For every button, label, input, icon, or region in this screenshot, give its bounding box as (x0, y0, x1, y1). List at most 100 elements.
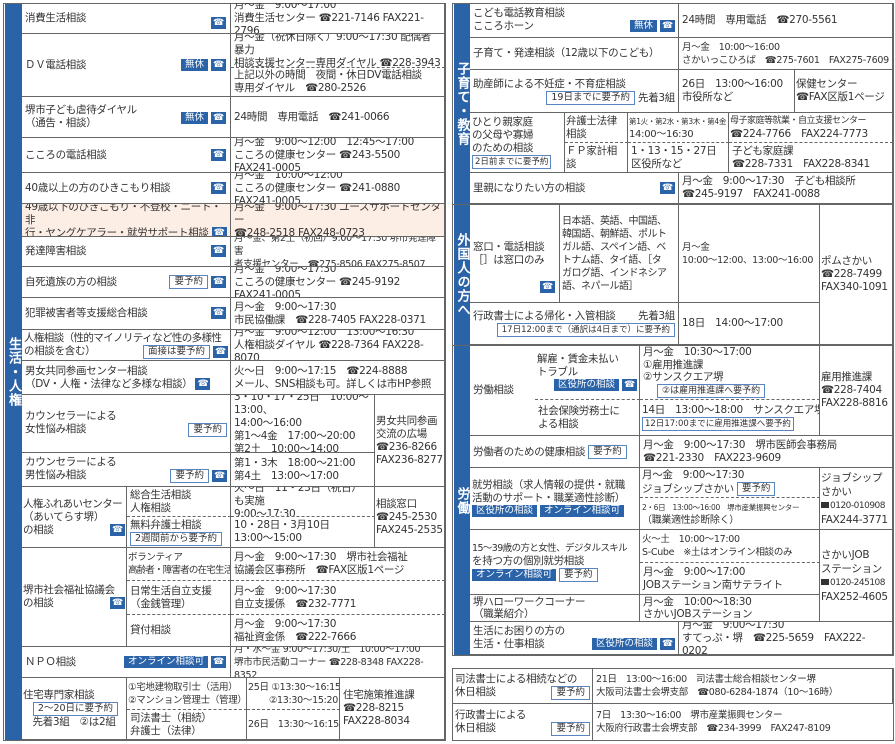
contact-line: ☎245-2530 (376, 510, 437, 523)
info-line: 14日 13:00～18:00 サンスクエア堺 (642, 404, 820, 416)
row-info: 月～金（祝休日除く）9:00～17:30 配偶者暴力 相談支援センター専用ダイヤル… (231, 34, 445, 68)
sub-line: 高齢者・障害者の在宅生活 (128, 565, 231, 576)
info-line: 自立支援係 ☎232-7771 (234, 597, 357, 610)
row-info: 月～金 9:00～17:00 消費生活センター ☎221-7146 FAX221-… (231, 3, 445, 34)
info-line: 月～金 9:00～17:30 (642, 469, 745, 481)
title-text: 労働者のための健康相談 (473, 445, 586, 458)
badge-yoyaku: 要予約 (588, 444, 627, 459)
title-text: の相談 (23, 597, 54, 609)
title-text: 発達障害相談 (25, 245, 87, 257)
title-text: 休日相談 (455, 721, 496, 734)
row-info: 7日 13:30～16:00 堺市産業振興センター 大阪府行政書士会堺支部 ☎23… (593, 704, 893, 740)
info-line: 専用ダイヤル ☎280-2526 (234, 82, 367, 94)
info-line: 10:00～12:00、13:00～16:00 (682, 254, 814, 266)
title-text: 活動のサポート・職業適性診断） (472, 492, 625, 504)
info-line: 相談支援センター専用ダイヤル ☎228-3943 (234, 57, 441, 68)
title-text: 自死遺族の方の相談 (25, 275, 117, 288)
info-line: こころの健康センター ☎245-9192 FAX241-0005 (234, 275, 400, 298)
info-line: 月～金 10:00～18:30 (643, 595, 752, 608)
row-title: 労働者のための健康相談 要予約 (470, 436, 640, 468)
info-line: さかいっこひろば ☎275-7601 FAX275-7609 (682, 54, 889, 66)
title-text: （通告・相談） (25, 117, 97, 129)
badge-muyasumi: 無休 (180, 59, 208, 71)
phone-icon: ☎ (211, 307, 226, 319)
phone-icon: ☎ (213, 345, 228, 358)
row-title: 行政書士による 休日相談 要予約 (453, 704, 593, 740)
row-title: ひとり親家庭 の父母や寡婦 のための相談 2日前までに要予約 (470, 113, 565, 173)
badge-yoyaku-12: 12日17:00までに雇用推進課へ要予約 (642, 417, 794, 431)
info-line: （職業適性診断除く） (642, 514, 739, 526)
row-info: 月～金 9:00～17:30 市民協働課 ☎228-7405 FAX228-037… (231, 298, 445, 330)
contact-line: ジョブシップ (821, 471, 883, 484)
sub-title: 解雇・賃金未払い トラブル 区役所の相談 ☎ (535, 345, 640, 400)
category-seikatsu-jinken: 生活・人権 (5, 4, 22, 740)
info-line: 協議会区事務所 ☎FAX区版1ページ (234, 564, 405, 576)
phone-icon: ☎ (212, 470, 227, 482)
row-contact: 母子家庭等就業・自立支援センター ☎224-7766 FAX224-7773 (729, 113, 893, 143)
row-title: 労働相談 (470, 345, 535, 436)
row-contact: 保健センター ☎FAX区版1ページ (795, 70, 893, 113)
title-text: の父母や寡婦 (472, 129, 534, 141)
info-line: 月・水～金 9:00～17:30/土 10:00～17:00 (234, 647, 421, 655)
badge-online: オンライン相談可 (472, 569, 557, 581)
note-text: 先着3組 (638, 310, 675, 322)
title-text: ［］は窓口のみ (473, 253, 545, 266)
title-text: 49歳以下のひきこもり・不登校・ニート・非 (25, 204, 222, 226)
row-info: 月～金 9:00～17:30 子ども相談所 ☎245-9197 FAX241-00… (679, 173, 893, 204)
row-title: 就労相談（求人情報の提供・就職 活動のサポート・職業適性診断） 区役所の相談 オンライ… (470, 468, 640, 530)
badge-kuyakusho: 区役所の相談 (591, 638, 657, 650)
row-title: 男女共同参画センター相談 （DV・人権・法律など多様な相談） ☎ (22, 361, 231, 395)
sub-title: 司法書士（相続） 弁護士（法律） (127, 710, 247, 740)
row-contact: さかいJOB ステーション 0120-245108 FAX252-4605 (820, 530, 893, 622)
badge-yoyaku-2-20: 2～20日に要予約 (32, 701, 119, 716)
row-title: 人権相談（性的マイノリティなど性の多様性 の相談を含む） 面接は要予約 ☎ (22, 330, 231, 361)
contact-line: さかいJOB (821, 548, 870, 561)
phone-icon: ☎ (211, 656, 226, 668)
info-line: 月～金 9:00～17:30 (234, 617, 337, 630)
title-text: （あいてらす堺） (23, 510, 105, 523)
category-roudou: 労働 (454, 346, 470, 655)
sub-title: ①宅地建物取引士（活用） ②マンション管理士（管理） (127, 678, 247, 710)
sub-line: ①宅地建物取引士（活用） (128, 681, 238, 693)
info-line: 第4土 13:00～17:00 (234, 469, 339, 482)
contact-line: 交流の広場 (376, 427, 427, 440)
row-info: 24時間 専用電話 ☎270-5561 (679, 3, 893, 38)
info-line: ②13:30～15:20 (268, 694, 338, 706)
row-title: 15～39歳の方と女性、デジタルスキル を持つ方の個別就労相談 オンライン相談可 要予… (470, 530, 640, 595)
contact-line: ステーション (821, 562, 882, 575)
info-line: 月～金 9:00～17:30 (234, 267, 337, 275)
row-contact: 男女共同参画 交流の広場 ☎236-8266 FAX236-8277 (375, 395, 445, 487)
badge-online: オンライン相談可 (540, 505, 625, 517)
sub-line: 人権相談 (130, 501, 171, 514)
row-contact: ポムさかい ☎228-7499 FAX340-1091 (820, 205, 893, 345)
sub-line: 貸付相談 (130, 624, 171, 636)
freedial-icon (821, 579, 829, 585)
info-line: 月～金 10:00～12:00 (234, 173, 343, 181)
info-line: 2・6日 13:00～16:00 堺市産業振興センター (642, 502, 800, 512)
sub-title: 総合生活相談 人権相談 (127, 487, 231, 517)
contact-line: ☎228-7331 FAX228-8341 (732, 157, 870, 170)
info-line: 月～金 9:00～17:00 (234, 3, 337, 11)
row-title: 消費生活相談 ☎ (22, 3, 231, 34)
languages: 日本語、英語、中国語、 韓国語、朝鮮語、ポルト ガル語、スペイン語、ベ トナム語、タイ… (560, 205, 679, 303)
info-line: 者支援センター ☎275-8506 FAX275-8507 (234, 259, 426, 267)
info-line: 21日 13:00～16:00 司法書士総合相談センター堺 (596, 674, 816, 685)
info-line: 月～金 9:00～17:30 (682, 622, 785, 631)
row-contact: 雇用推進課 ☎228-7404 FAX228-8816 (820, 345, 893, 436)
title-text: 堺ハローワークコーナー (473, 595, 586, 608)
row-title: 窓口・電話相談 ［］は窓口のみ ☎ (470, 205, 560, 303)
info-line: ☎248-2518 FAX248-0723 (234, 226, 365, 237)
row-info: 月～金 9:00～17:30 堺市医師会事務局 ☎221-2330 FAX223-… (640, 436, 893, 468)
info-line: 7日 13:30～16:00 堺市産業振興センター (596, 710, 783, 721)
contact-line: FAX340-1091 (821, 281, 888, 293)
row-contact: ジョブシップ さかい 0120-010908 FAX244-3771 (820, 468, 893, 530)
contact-line: FAX236-8277 (376, 453, 443, 466)
row-info: 月～金 10:00～18:30 さかいJOBステーション (640, 595, 820, 622)
info-line: 第1～4金 17:00～20:00 (234, 430, 356, 442)
title-text: 休日相談 (455, 685, 496, 698)
title-text: カウンセラーによる (25, 410, 117, 422)
sub-title: 弁護士法律 相談 (565, 113, 628, 143)
sub-line: 司法書士（相続） (130, 711, 212, 724)
badge-yoyaku: 要予約 (736, 482, 776, 496)
language-line: 韓国語、朝鮮語、ポルト (562, 228, 667, 240)
